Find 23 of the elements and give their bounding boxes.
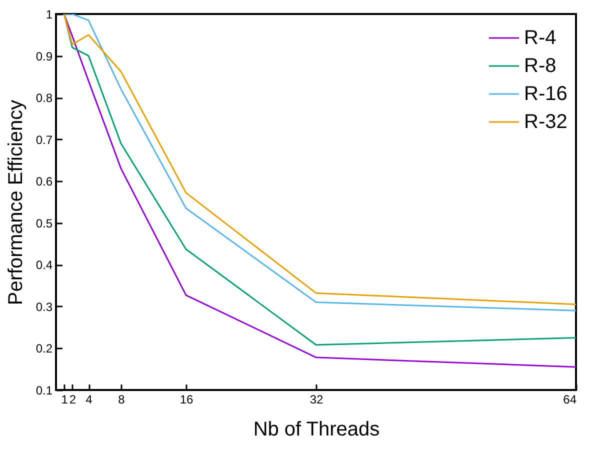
x-tick-label: 64 [563,392,577,406]
y-tick-label: 0.2 [36,342,53,356]
y-tick-label: 0.3 [36,300,53,314]
y-tick-label: 0.9 [36,49,53,64]
legend-label: R-8 [524,55,556,77]
x-tick-label: 32 [310,392,324,406]
x-tick-label: 4 [86,392,93,406]
x-axis-title: Nb of Threads [253,418,380,440]
y-tick-label: 0.6 [36,174,53,189]
x-tick-label: 8 [118,392,126,406]
legend-label: R-16 [524,83,568,105]
y-tick-label: 1 [46,8,53,22]
legend-label: R-32 [524,111,568,133]
y-tick-label: 0.5 [36,216,53,230]
y-axis-title: Performance Efficiency [4,100,27,306]
x-tick-label: 1 [61,392,68,406]
x-tick-label: 16 [180,392,194,406]
legend-label: R-4 [524,27,556,49]
y-tick-label: 0.4 [36,258,53,272]
y-tick-label: 0.7 [36,132,53,147]
y-tick-label: 0.1 [36,384,53,398]
x-tick-label: 2 [69,392,76,406]
y-tick-label: 0.8 [36,91,53,106]
